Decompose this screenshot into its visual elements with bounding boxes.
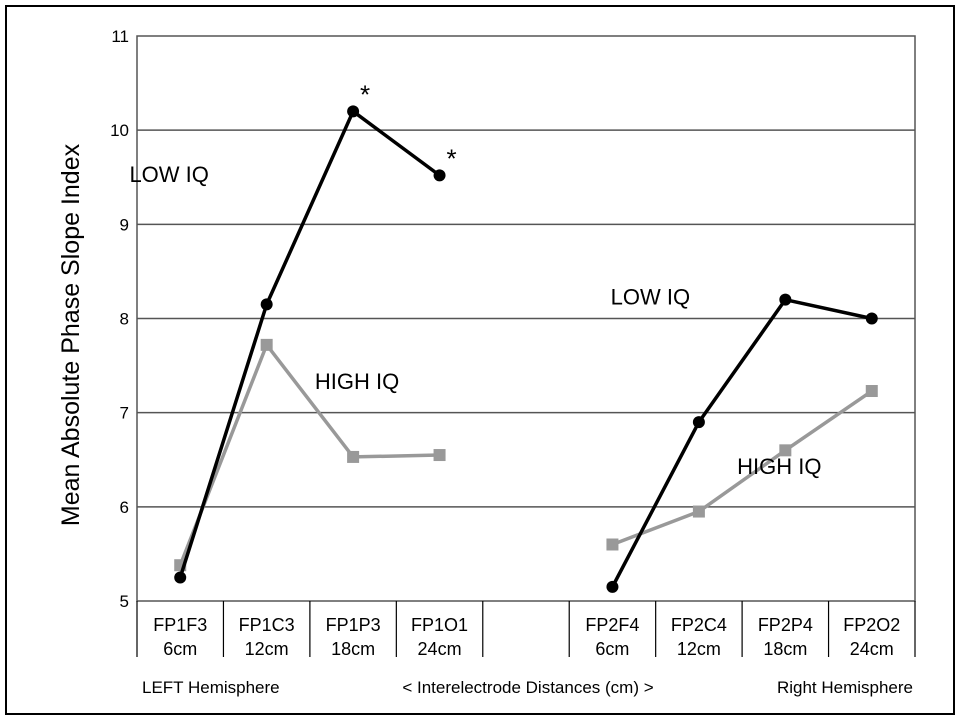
figure-frame: [5, 5, 955, 715]
footer-left: LEFT Hemisphere: [142, 678, 280, 697]
category-distance-label: 6cm: [163, 639, 197, 659]
annotations: **: [360, 79, 457, 173]
category-distance-label: 24cm: [418, 639, 462, 659]
data-point: [347, 450, 360, 463]
series-label: HIGH IQ: [315, 369, 399, 394]
data-point: [779, 444, 792, 457]
y-axis-label: Mean Absolute Phase Slope Index: [57, 143, 85, 526]
data-point: [865, 385, 878, 398]
series-line: [178, 109, 441, 578]
footer-center: < Interelectrode Distances (cm) >: [402, 678, 653, 697]
category-distance-label: 18cm: [331, 639, 375, 659]
category-label: FP2O2: [843, 615, 900, 635]
data-point: [260, 338, 273, 351]
category-distance-label: 12cm: [245, 639, 289, 659]
category-label: FP1F3: [153, 615, 207, 635]
series-label: LOW IQ: [129, 162, 208, 187]
data-point: [433, 169, 446, 182]
grid-lines: [137, 129, 915, 508]
data-point: [174, 571, 187, 584]
series-line: [611, 389, 873, 547]
category-label: FP2C4: [671, 615, 727, 635]
category-label: FP1O1: [411, 615, 468, 635]
y-tick-label: 8: [120, 310, 129, 329]
category-distance-label: 24cm: [850, 639, 894, 659]
category-label: FP1P3: [326, 615, 381, 635]
data-point: [260, 298, 273, 311]
data-point: [606, 538, 619, 551]
category-distance-label: 12cm: [677, 639, 721, 659]
data-point: [865, 312, 878, 325]
y-tick-label: 9: [120, 215, 129, 234]
y-tick-label: 10: [110, 121, 129, 140]
series-label: HIGH IQ: [737, 454, 821, 479]
data-point: [433, 449, 446, 462]
y-tick-label: 6: [120, 498, 129, 517]
category-distance-label: 18cm: [763, 639, 807, 659]
data-point: [347, 105, 360, 118]
plot-area-border: [136, 35, 916, 602]
data-point: [606, 580, 619, 593]
series-line: [178, 343, 440, 566]
series-line: [610, 297, 873, 588]
y-tick-label: 5: [120, 592, 129, 611]
category-label: FP2P4: [758, 615, 813, 635]
footer-right: Right Hemisphere: [777, 678, 913, 697]
y-tick-label: 11: [111, 27, 129, 46]
significance-marker: *: [360, 79, 370, 109]
significance-marker: *: [446, 143, 456, 173]
data-point: [692, 505, 705, 518]
series-group: [174, 105, 878, 593]
series-labels: LOW IQ HIGH IQ LOW IQ HIGH IQ: [129, 162, 821, 479]
series-label: LOW IQ: [611, 284, 690, 309]
category-axis: FP1F3 6cm FP1C3 12cm FP1P3 18cm FP1O1 24cm FP2F4…: [136, 601, 916, 659]
data-point: [692, 416, 705, 429]
y-tick-labels: 5 6 7 8 9 10 11: [110, 27, 129, 611]
data-point: [779, 293, 792, 306]
category-distance-label: 6cm: [595, 639, 629, 659]
category-label: FP2F4: [585, 615, 639, 635]
category-label: FP1C3: [239, 615, 295, 635]
y-tick-label: 7: [120, 404, 129, 423]
